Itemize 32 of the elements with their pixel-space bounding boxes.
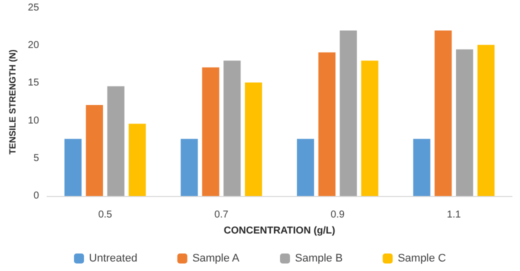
bar <box>202 67 220 196</box>
y-tick-label: 20 <box>28 40 40 52</box>
bar <box>86 105 104 196</box>
legend-label: Sample C <box>398 252 446 264</box>
bar <box>456 49 474 196</box>
bar <box>318 52 336 196</box>
bar <box>180 138 198 196</box>
bar <box>361 60 378 196</box>
y-tick-label: 15 <box>28 78 40 89</box>
legend-label: Sample B <box>295 252 343 264</box>
bar <box>64 138 82 196</box>
x-tick-label: 0.7 <box>214 210 229 220</box>
legend-label: Untreated <box>89 252 138 264</box>
x-tick-label: 0.9 <box>330 210 346 220</box>
x-tick-label: 0.5 <box>98 210 113 220</box>
bar <box>296 138 314 196</box>
bar <box>107 86 124 196</box>
x-tick-label: 1.1 <box>446 210 462 220</box>
y-tick-label: 0 <box>33 190 40 202</box>
y-tick-label: 25 <box>28 2 40 14</box>
bar <box>224 60 241 196</box>
y-tick-label: 5 <box>33 152 40 164</box>
bar <box>340 30 357 196</box>
y-tick-label: 10 <box>28 115 40 126</box>
bar <box>244 82 262 196</box>
bar <box>434 30 452 196</box>
x-axis-title: CONCENTRATION (g/L) <box>224 226 336 236</box>
legend-label: Sample A <box>192 252 240 264</box>
bar <box>413 138 430 196</box>
bar <box>477 44 495 196</box>
y-axis-title: TENSILE STRENGTH (N) <box>8 50 18 154</box>
bar <box>128 124 146 196</box>
